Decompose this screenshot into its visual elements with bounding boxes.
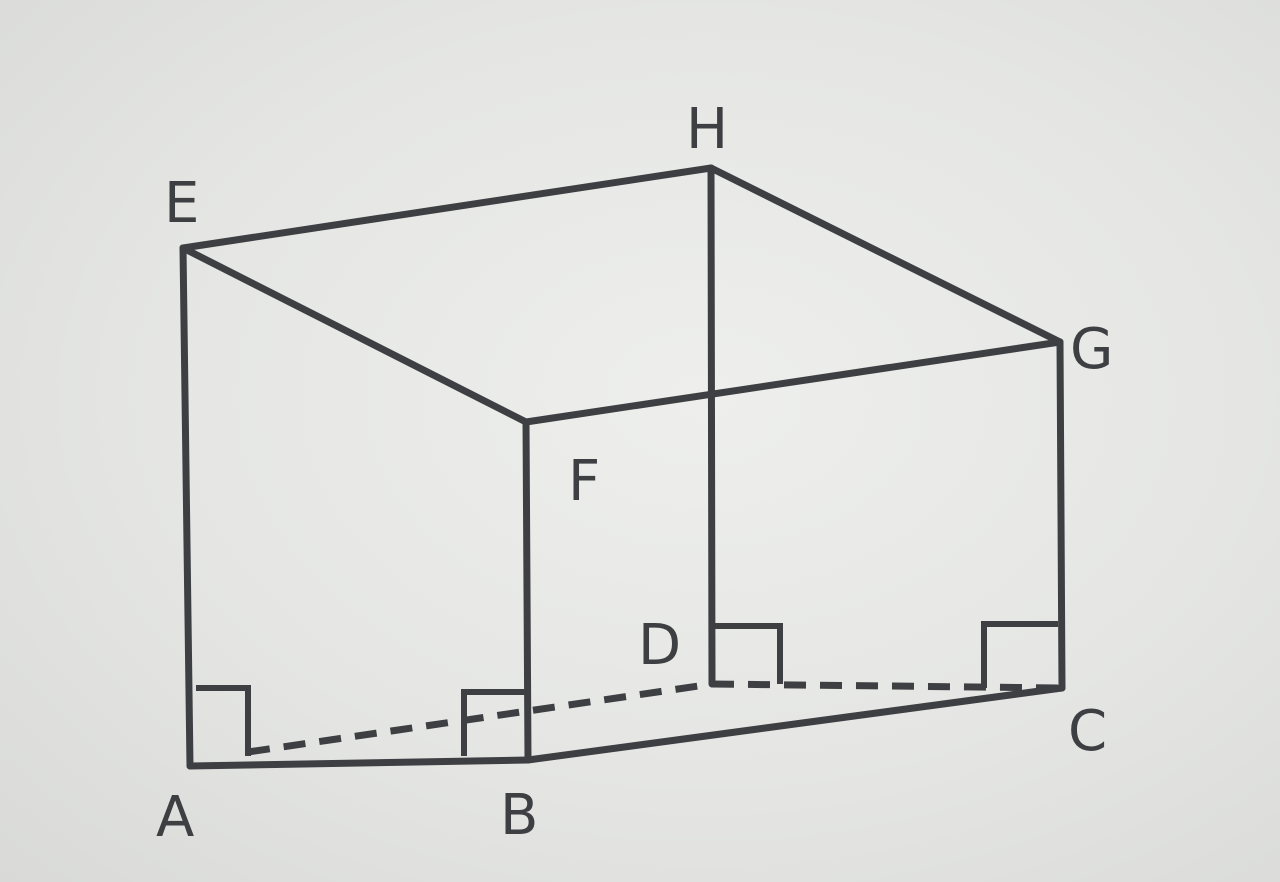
edge-CG [1056, 338, 1066, 692]
vertex-label-B: B [500, 783, 538, 848]
edge-AD-hidden [247, 680, 713, 756]
vertex-label-C: C [1068, 699, 1107, 764]
vertex-label-H: H [686, 97, 728, 162]
edge-EF [179, 244, 530, 426]
right-angle-marker-A [196, 685, 251, 756]
vertex-label-G: G [1070, 317, 1113, 382]
vertex-label-E: E [164, 171, 199, 236]
edge-BC [524, 684, 1066, 764]
edge-AB [186, 756, 532, 770]
edge-DH [707, 164, 716, 688]
edge-AE [179, 244, 194, 770]
edge-BF [522, 418, 532, 764]
edge-GH [707, 164, 1064, 346]
vertex-label-D: D [638, 613, 681, 678]
edge-FG [522, 338, 1064, 426]
vertex-label-F: F [568, 449, 600, 514]
edge-HE [179, 164, 715, 252]
vertex-label-A: A [156, 785, 194, 850]
right-angle-marker-C [981, 621, 1058, 688]
edge-DC-hidden [711, 680, 1063, 692]
right-angle-marker-D [715, 623, 783, 684]
right-angle-marker-B [461, 689, 526, 756]
